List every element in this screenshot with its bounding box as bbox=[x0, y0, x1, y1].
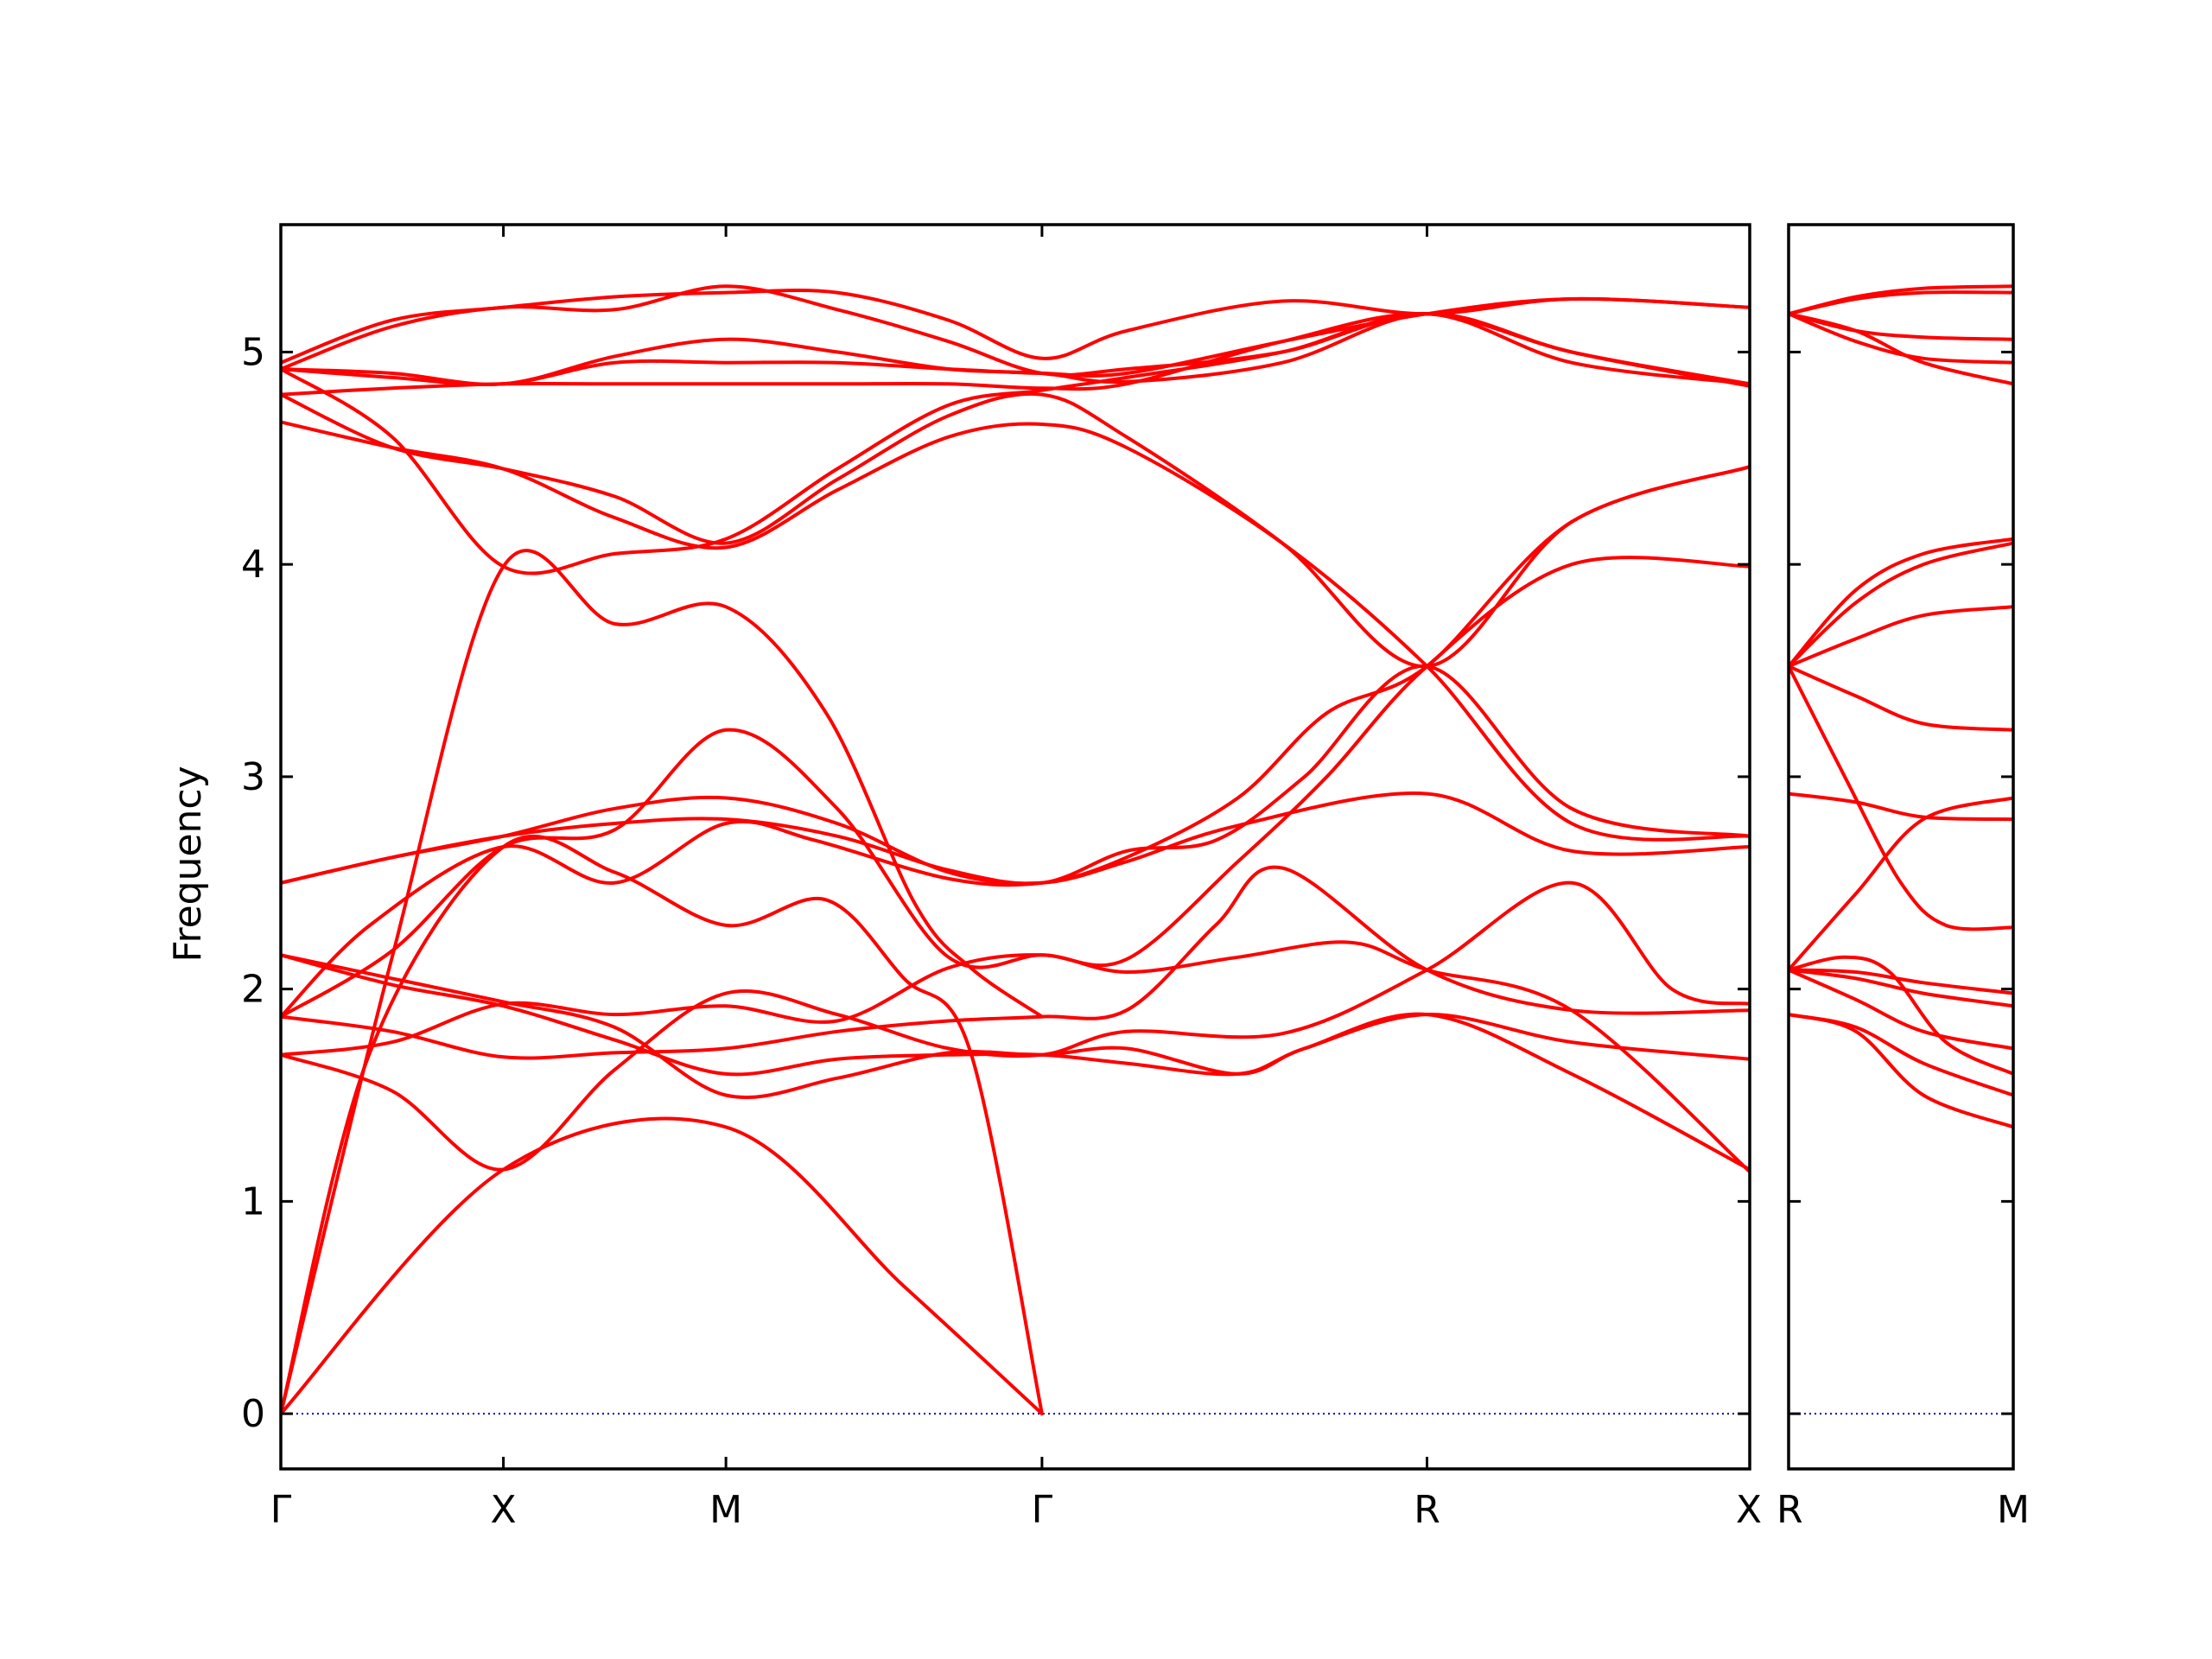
band-line-8 bbox=[281, 953, 1750, 1172]
panel-main: 0 1 2 3 4 5 Γ X M Γ R X bbox=[241, 223, 1762, 1532]
band-line-13 bbox=[281, 420, 1750, 842]
plot-frame bbox=[279, 223, 1751, 1471]
band-line-7 bbox=[1789, 791, 2013, 822]
band-group bbox=[1789, 284, 2013, 1129]
y-tick-label: 5 bbox=[241, 330, 265, 374]
band-line-9 bbox=[281, 791, 1750, 886]
band-line-15 bbox=[1789, 312, 2013, 365]
band-line-6 bbox=[281, 465, 1750, 1019]
y-axis-title: Frequency bbox=[166, 766, 210, 962]
x-tick-label-main: R bbox=[1414, 1488, 1440, 1532]
band-line-10 bbox=[1789, 664, 2013, 732]
plot-frame bbox=[1787, 223, 2015, 1471]
band-line-16 bbox=[1789, 312, 2013, 341]
band-line-4 bbox=[1789, 968, 2013, 1008]
band-line-8 bbox=[1789, 796, 2013, 972]
band-line-20 bbox=[281, 312, 1750, 386]
x-tick-label-main: Γ bbox=[1032, 1488, 1053, 1532]
band-line-18 bbox=[1789, 284, 2013, 316]
x-tick-label-main: Γ bbox=[270, 1488, 292, 1532]
x-tick-label-side: M bbox=[1997, 1488, 2030, 1532]
band-line-13 bbox=[1789, 537, 2013, 669]
band-line-4 bbox=[281, 880, 1750, 1172]
y-tick-label: 0 bbox=[241, 1392, 265, 1436]
band-line-3 bbox=[1789, 968, 2013, 1051]
x-tick-label-main: X bbox=[490, 1488, 516, 1532]
band-line-6 bbox=[1789, 955, 2013, 1076]
y-tick-label: 1 bbox=[241, 1179, 265, 1224]
band-line-11 bbox=[281, 556, 1750, 1019]
band-line-1 bbox=[1789, 1013, 2013, 1129]
band-line-18 bbox=[281, 289, 1750, 365]
band-group bbox=[281, 284, 1750, 1416]
band-line-14 bbox=[281, 391, 1750, 669]
band-line-10 bbox=[281, 664, 1750, 886]
band-line-1 bbox=[281, 1116, 1044, 1416]
x-tick-label-main: M bbox=[709, 1488, 742, 1532]
band-line-9 bbox=[1789, 664, 2013, 931]
band-line-11 bbox=[1789, 605, 2013, 669]
band-line-12 bbox=[1789, 541, 2013, 669]
y-tick-label: 4 bbox=[241, 543, 265, 587]
y-tick-label: 2 bbox=[241, 968, 265, 1012]
band-line-17 bbox=[1789, 290, 2013, 316]
band-line-12 bbox=[281, 940, 1750, 1173]
x-tick-label-side: R bbox=[1777, 1488, 1803, 1532]
band-line-3 bbox=[281, 549, 1044, 1416]
x-tick-label-main: X bbox=[1736, 1488, 1762, 1532]
y-tick-label: 3 bbox=[241, 755, 265, 799]
band-line-2 bbox=[1789, 1013, 2013, 1097]
